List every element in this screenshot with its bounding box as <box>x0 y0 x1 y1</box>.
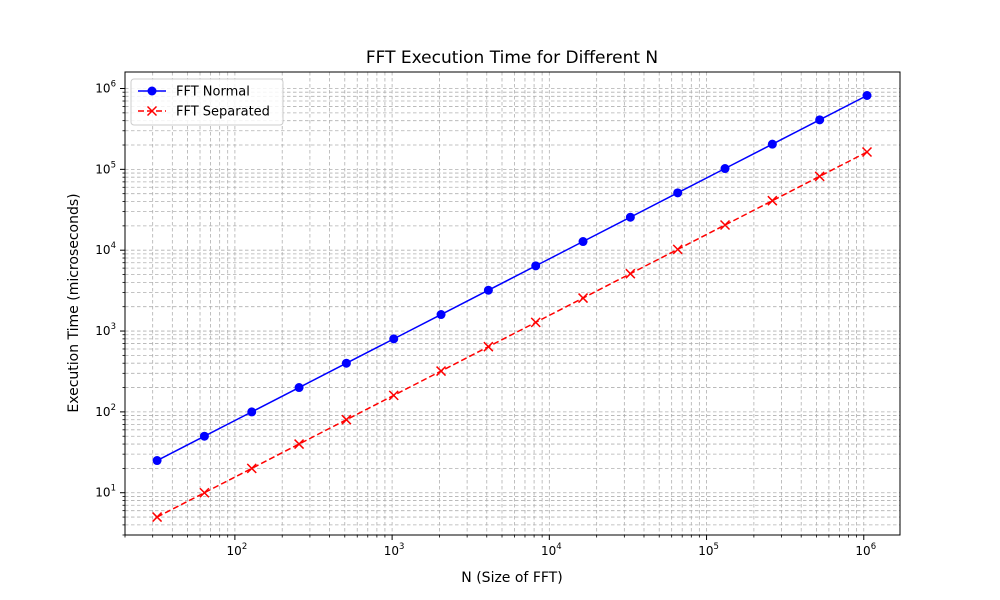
data-point-fft-separated <box>152 512 163 523</box>
data-point-fft-separated <box>861 146 873 158</box>
data-point-fft-normal <box>531 261 541 271</box>
data-point-fft-normal <box>247 407 257 417</box>
data-point-fft-normal <box>389 334 399 344</box>
grid-lines <box>124 72 900 536</box>
data-point-fft-separated <box>483 341 494 352</box>
plot-frame <box>124 71 901 536</box>
x-tick-label: 104 <box>541 542 562 558</box>
data-point-fft-normal <box>483 285 493 295</box>
data-point-fft-separated <box>246 463 257 474</box>
series-line-fft-separated <box>156 151 868 518</box>
y-axis-label: Execution Time (microseconds) <box>66 193 82 412</box>
data-point-fft-separated <box>578 293 589 304</box>
data-point-fft-normal <box>578 237 588 247</box>
data-point-fft-normal <box>625 212 635 222</box>
y-tick-label: 102 <box>95 403 116 419</box>
x-tick-label: 105 <box>698 542 719 558</box>
legend-box <box>130 78 284 126</box>
y-tick-label: 101 <box>95 484 116 500</box>
data-point-fft-separated <box>814 171 825 182</box>
y-tick-label: 106 <box>95 80 116 96</box>
data-point-fft-separated <box>530 317 541 328</box>
y-tick-label: 104 <box>95 241 116 257</box>
legend-marker-fft-normal <box>147 86 157 96</box>
data-point-fft-normal <box>767 139 777 149</box>
data-point-fft-separated <box>672 244 683 255</box>
chart-title: FFT Execution Time for Different N <box>366 48 658 68</box>
y-tick-label: 105 <box>95 160 116 176</box>
data-point-fft-normal <box>199 431 209 441</box>
data-point-fft-normal <box>341 358 351 368</box>
x-tick-label: 102 <box>227 542 248 558</box>
legend-marker-fft-separated <box>146 105 158 117</box>
data-point-fft-normal <box>815 115 825 125</box>
data-point-fft-normal <box>436 310 446 320</box>
series-layer <box>152 91 873 523</box>
x-tick-label: 106 <box>855 542 876 558</box>
data-point-fft-separated <box>341 414 352 425</box>
tick-labels: 102 103 104 105 106 101 102 103 104 105 106 <box>95 80 876 558</box>
data-point-fft-separated <box>199 487 210 498</box>
data-point-fft-normal <box>720 164 730 174</box>
y-tick-label: 103 <box>95 322 116 338</box>
data-point-fft-normal <box>673 188 683 198</box>
legend-label-fft-normal: FFT Normal <box>176 85 250 100</box>
data-point-fft-separated <box>719 219 731 231</box>
legend-label-fft-separated: FFT Separated <box>176 105 270 120</box>
data-point-fft-separated <box>625 268 636 279</box>
x-tick-label: 103 <box>384 542 405 558</box>
data-point-fft-separated <box>436 366 447 377</box>
legend: FFT Normal FFT Separated <box>130 78 284 126</box>
major-ticks <box>120 88 865 540</box>
data-point-fft-separated <box>388 390 399 401</box>
series-line-fft-normal <box>156 94 868 462</box>
data-point-fft-separated <box>767 195 778 206</box>
x-axis-label: N (Size of FFT) <box>461 570 562 586</box>
data-point-fft-normal <box>152 456 162 466</box>
data-point-fft-normal <box>862 91 872 101</box>
data-point-fft-normal <box>294 383 304 393</box>
data-point-fft-separated <box>294 439 305 450</box>
